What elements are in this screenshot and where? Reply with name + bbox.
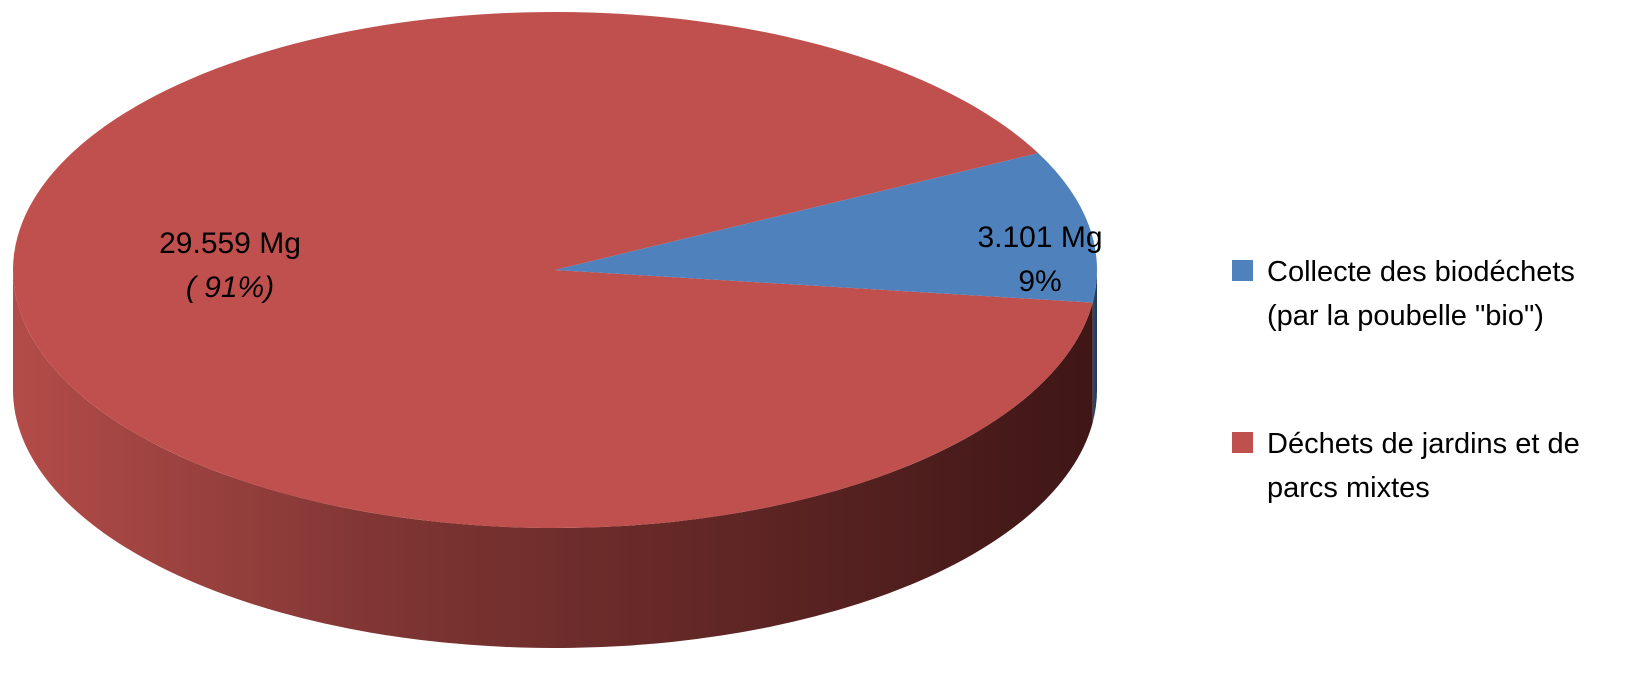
legend-label: Déchets de jardins et de parcs mixtes bbox=[1267, 422, 1580, 510]
legend-label-line: (par la poubelle "bio") bbox=[1267, 300, 1544, 332]
slice-side-biodechets bbox=[1092, 270, 1097, 423]
pie-sides bbox=[13, 270, 1097, 649]
data-label-percent: ( 91%) bbox=[185, 271, 275, 304]
legend-swatch bbox=[1232, 260, 1253, 281]
data-label-biodechets: 3.101 Mg 9% bbox=[960, 216, 1120, 304]
data-label-value: 29.559 Mg bbox=[159, 227, 301, 260]
legend-label-line: Collecte des biodéchets bbox=[1267, 256, 1575, 288]
data-label-value: 3.101 Mg bbox=[977, 221, 1103, 254]
data-label-jardins: 29.559 Mg ( 91%) bbox=[130, 222, 330, 310]
slice-side-jardins bbox=[13, 270, 1093, 649]
legend-label-line: Déchets de jardins et de bbox=[1267, 428, 1580, 460]
legend-swatch bbox=[1232, 432, 1253, 453]
legend-label: Collecte des biodéchets (par la poubelle… bbox=[1267, 250, 1575, 338]
pie-tops bbox=[13, 12, 1098, 529]
slice-jardins bbox=[13, 12, 1093, 529]
slice-biodechets bbox=[555, 153, 1098, 303]
data-label-percent: 9% bbox=[1018, 265, 1062, 298]
legend-label-line: parcs mixtes bbox=[1267, 472, 1430, 504]
